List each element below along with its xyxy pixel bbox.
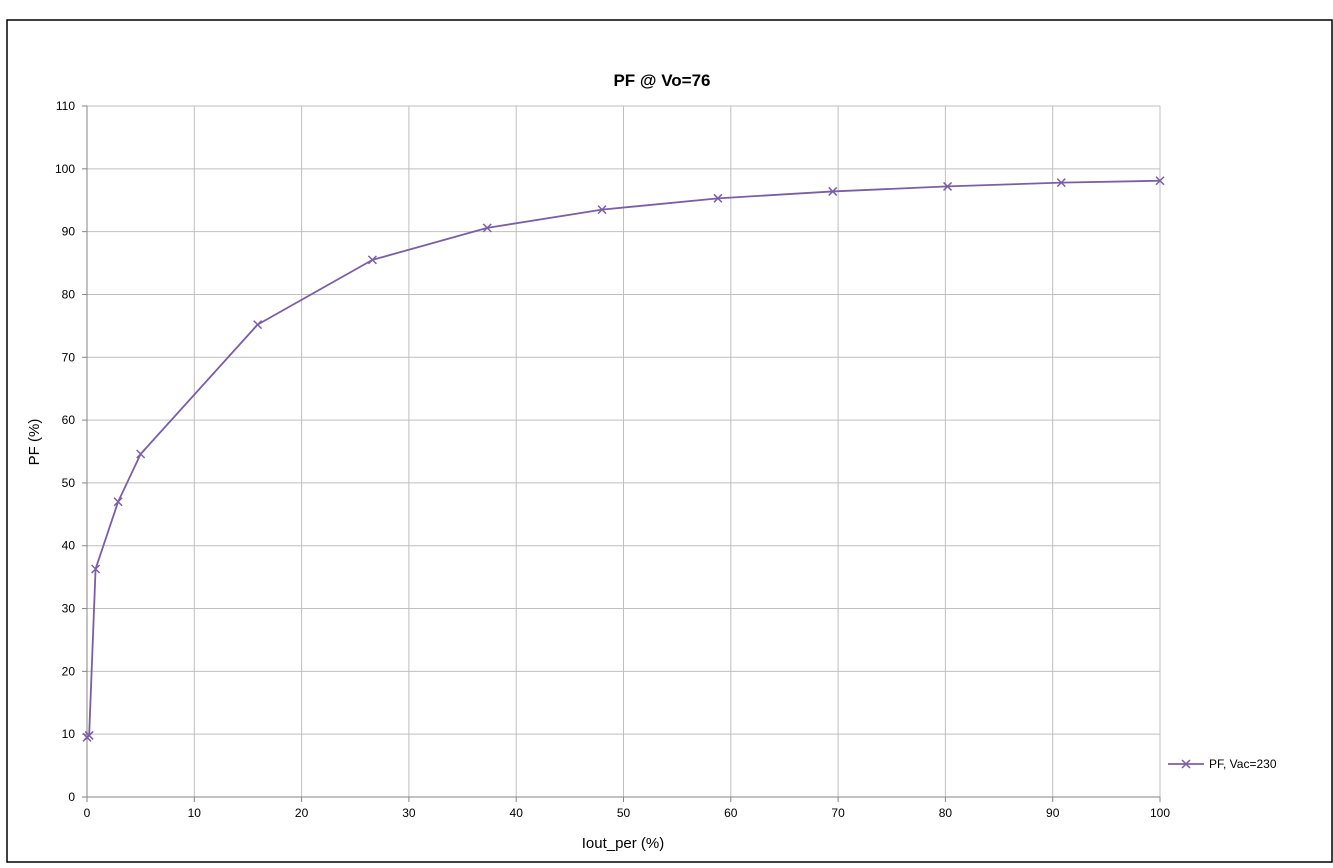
y-tick-label: 110 (56, 99, 75, 113)
legend-marker (1181, 759, 1191, 769)
y-tick-label: 10 (62, 727, 76, 741)
x-tick-label: 50 (617, 806, 631, 820)
legend-label: PF, Vac=230 (1209, 757, 1277, 771)
x-tick-label: 100 (1150, 806, 1170, 820)
x-tick-label: 80 (939, 806, 953, 820)
y-tick-label: 60 (62, 413, 76, 427)
data-point-marker (1056, 178, 1066, 188)
data-point-marker (367, 255, 377, 265)
data-point-marker (84, 730, 94, 740)
data-point-marker (1155, 176, 1165, 186)
series-line (86, 179, 1161, 738)
data-point-marker (713, 193, 723, 203)
x-tick-label: 60 (724, 806, 738, 820)
chart-title: PF @ Vo=76 (613, 71, 710, 90)
y-tick-label: 90 (62, 225, 76, 239)
grid (87, 105, 1161, 797)
y-tick-label: 40 (62, 539, 76, 553)
data-point-marker (253, 320, 263, 330)
series-layer (82, 176, 1165, 742)
x-tick-label: 20 (295, 806, 309, 820)
data-point-marker (482, 223, 492, 233)
data-point-marker (943, 181, 953, 191)
x-tick-label: 70 (831, 806, 845, 820)
legend: PF, Vac=230 (1168, 757, 1277, 771)
y-tick-label: 50 (62, 476, 76, 490)
x-tick-label: 0 (84, 806, 91, 820)
tick-labels: 0 10 20 30 40 50 60 70 80 90 100 0 10 20 30 40 50 60 70 80 9… (55, 99, 1170, 820)
data-point-marker (597, 205, 607, 215)
y-axis-label: PF (%) (26, 419, 43, 466)
x-tick-label: 30 (402, 806, 416, 820)
x-axis-label: Iout_per (%) (582, 835, 665, 852)
data-point-marker (136, 449, 146, 459)
data-point-marker (113, 497, 123, 507)
y-tick-label: 20 (62, 664, 76, 678)
chart-frame (6, 19, 1333, 863)
x-tick-label: 10 (188, 806, 202, 820)
x-tick-label: 40 (510, 806, 524, 820)
axes (82, 105, 1161, 802)
y-tick-label: 0 (68, 790, 75, 804)
x-tick-label: 90 (1046, 806, 1060, 820)
data-point-marker (91, 564, 101, 574)
y-tick-label: 30 (62, 602, 76, 616)
y-tick-label: 100 (55, 162, 75, 176)
data-point-marker (828, 186, 838, 196)
y-tick-label: 70 (62, 350, 76, 364)
y-tick-label: 80 (62, 287, 76, 301)
